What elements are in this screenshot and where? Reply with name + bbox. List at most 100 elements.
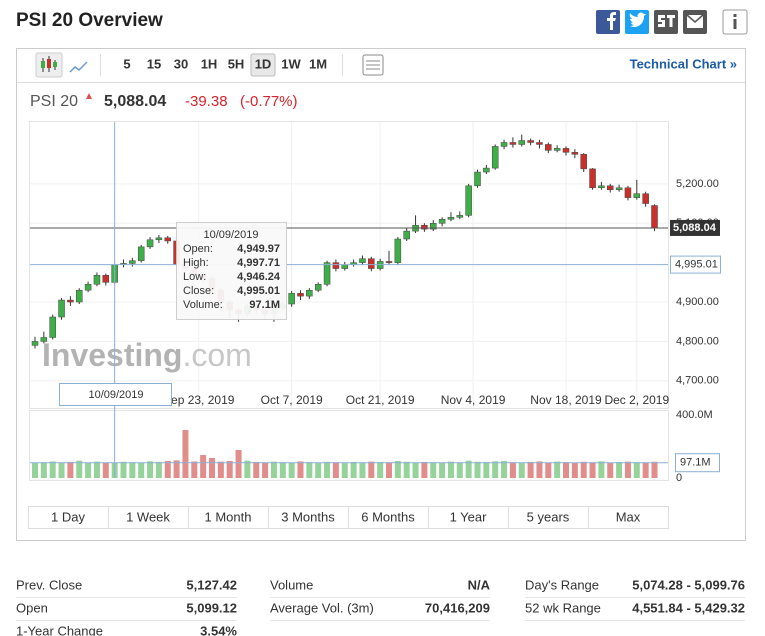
interval-button[interactable]: 15 [147,56,161,71]
volume-bar [403,461,410,478]
tooltip-value: 4,946.24 [237,271,281,283]
candle-body [527,140,534,143]
tooltip-label: Open: [183,243,213,255]
candle-body [129,260,136,264]
volume-bar [315,462,322,478]
interval-button[interactable]: 30 [174,56,188,71]
candle-body [102,274,110,283]
mail-flap [686,14,704,23]
index-name: PSI 20 [30,93,78,110]
candle-body [49,316,56,338]
info-glyph [733,19,737,29]
volume-bar [262,462,269,478]
interval-button[interactable]: 5 [123,56,130,71]
interval-active [250,53,276,77]
volume-bar [616,461,623,478]
volume-bar [456,462,463,478]
candle-glyph-body [47,59,51,68]
range-label[interactable]: 1 Day [51,509,85,524]
volume-bar [102,462,109,478]
candle-body [598,185,605,189]
volume-bar [235,449,242,478]
volume-bar [642,462,649,478]
candle-body [368,258,375,269]
interval-button[interactable]: 1W [281,56,301,71]
candle-body [297,293,304,297]
volume-bar [563,462,569,478]
volume-bar [439,462,446,478]
stat-label: 1-Year Change [16,623,103,636]
last-price-label: 5,088.04 [673,222,717,234]
interval-buttons: 5 15 30 1H 5H 1D 1W 1M [123,53,327,77]
range-label[interactable]: 6 Months [361,509,415,524]
range-label[interactable]: 3 Months [281,509,335,524]
candle-body [385,261,393,263]
tooltip-date: 10/09/2019 [203,229,258,241]
range-label[interactable]: Max [616,509,641,524]
volume-bar [412,462,419,478]
candle-body [633,193,641,198]
line-type-button[interactable] [69,61,88,73]
stat-label: Open [16,600,48,615]
candle-body [359,258,366,263]
range-button[interactable] [588,506,669,529]
x-tick-label: Dec 2, 2019 [604,393,669,407]
tooltip-value: 4,995.01 [237,285,280,297]
volume-bar [332,462,339,478]
volume-bar [501,460,508,478]
tooltip-label: Low: [183,271,206,283]
tooltip-value: 4,997.71 [237,257,280,269]
tooltip-value: 4,949.97 [237,243,280,255]
stat-label: 52 wk Range [525,600,601,615]
stocktwits-icon[interactable] [654,10,678,34]
tooltip-label: High: [183,257,209,269]
interval-button[interactable]: 1D [255,56,272,71]
volume-bar [324,461,331,478]
candle-body [562,148,570,153]
volume-bar [483,462,490,478]
facebook-icon[interactable] [596,10,620,34]
stat-value: 5,127.42 [186,577,237,592]
crosshair-volume-box [675,453,720,473]
volume-bar [85,462,92,478]
candle-body [58,299,65,318]
volume-bar [509,462,516,478]
technical-chart-link[interactable]: Technical Chart » [630,56,737,71]
stat-value: 3.54% [200,623,237,636]
candle-body [155,237,163,241]
candle-body [509,142,517,145]
volume-bar [474,461,481,478]
volume-bar [49,461,56,478]
volume-bar [527,461,534,478]
volume-bar [173,460,180,478]
volume-bar [76,460,83,478]
price-change-percent: (-0.77%) [240,93,298,110]
interval-button[interactable]: 5H [228,56,245,71]
range-label[interactable]: 1 Month [205,509,252,524]
stocktwits-glyph [658,15,675,27]
info-dot [733,14,737,17]
volume-bar [571,462,578,478]
candle-body [332,262,340,269]
candle-body [93,274,101,285]
candle-body [438,219,446,224]
volume-bar [288,462,295,478]
y-tick-label: 5,200.00 [676,178,719,190]
volume-frame [29,410,669,481]
range-label[interactable]: 1 Week [126,509,170,524]
stat-value: N/A [468,577,491,592]
range-label[interactable]: 5 years [527,509,570,524]
candle-body [421,224,428,230]
volume-bar [598,461,605,478]
range-label[interactable]: 1 Year [450,509,488,524]
volume-bar [93,461,100,478]
crosshair-price-label: 4,995.01 [675,259,718,271]
interval-button[interactable]: 1H [201,56,218,71]
interval-button[interactable]: 1M [309,56,327,71]
y-tick-label: 4,700.00 [676,375,719,387]
volume-bar [624,461,631,478]
candle-body [394,238,402,263]
x-tick-label: Nov 4, 2019 [441,393,506,407]
